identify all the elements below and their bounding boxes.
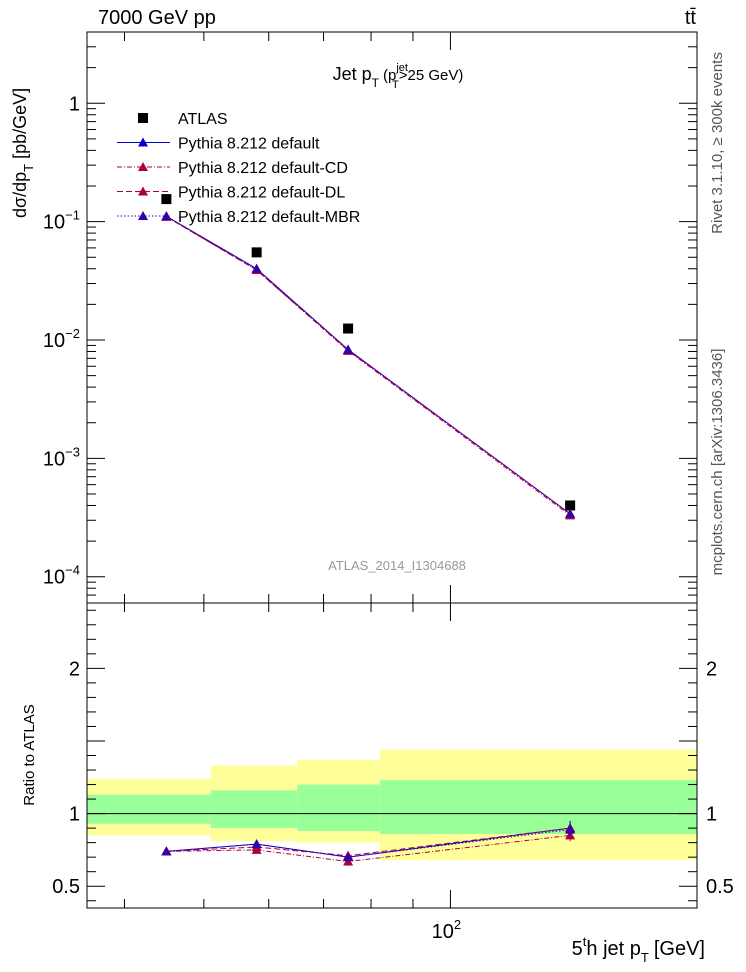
ratio-point-3-1 xyxy=(251,839,262,849)
legend-label-0: ATLAS xyxy=(178,111,228,128)
main-point-0-1 xyxy=(251,247,262,258)
ratio-point-3-3 xyxy=(565,824,576,834)
main-point-0-0 xyxy=(161,194,172,205)
main-point-0-3 xyxy=(565,500,576,511)
ratio-axes: 2 2 1 1 0.5 0.5 102 xyxy=(52,602,734,943)
main-axes: 1 10−1 10−2 10−3 10−4 xyxy=(43,31,698,604)
main-point-4-1 xyxy=(251,263,262,273)
x-axis-label: 5th jet pT [GeV] xyxy=(572,934,705,965)
reference-label: ATLAS_2014_I1304688 xyxy=(328,558,466,573)
x-tick-label-0: 102 xyxy=(432,917,461,943)
band-inner-1 xyxy=(210,790,298,829)
main-point-4-2 xyxy=(343,344,354,354)
main-y-tick-label-1: 10−1 xyxy=(43,208,80,234)
ratio-series-line-3 xyxy=(166,829,571,858)
legend-marker-1 xyxy=(138,137,148,147)
ratio-y-tick-label-left-2: 0.5 xyxy=(52,876,80,898)
band-inner-0 xyxy=(87,794,211,824)
rivet-label: Rivet 3.1.10, ≥ 300k events xyxy=(709,52,726,234)
band-inner-2 xyxy=(297,784,380,832)
ratio-y-tick-label-right-2: 0.5 xyxy=(706,876,734,898)
main-y-axis-label: dσ/dpT[pb/GeV] xyxy=(10,88,36,218)
main-point-0-2 xyxy=(343,323,354,334)
legend-label-2: Pythia 8.212 default-CD xyxy=(178,160,348,177)
main-y-tick-label-3: 10−3 xyxy=(43,444,80,470)
legend-marker-3 xyxy=(138,186,148,196)
legend-label-3: Pythia 8.212 default-DL xyxy=(178,185,345,202)
legend-marker-2 xyxy=(138,162,148,171)
ratio-y-tick-label-right-0: 2 xyxy=(706,658,717,680)
main-series-line-2 xyxy=(166,216,571,516)
uncertainty-bands xyxy=(87,749,697,861)
legend-marker-4 xyxy=(138,211,148,220)
main-y-tick-label-4: 10−4 xyxy=(43,563,80,589)
legend: ATLAS Pythia 8.212 default Pythia 8.212 de… xyxy=(117,111,360,226)
main-series-line-4 xyxy=(166,215,571,515)
band-inner-3 xyxy=(379,780,697,834)
legend-marker-0 xyxy=(138,113,148,123)
ratio-y-tick-label-left-0: 2 xyxy=(69,658,80,680)
mcplots-label: mcplots.cern.ch [arXiv:1306.3436] xyxy=(709,349,726,576)
ratio-point-3-0 xyxy=(161,846,172,856)
ratio-series-line-1 xyxy=(166,834,571,863)
ratio-series-group xyxy=(161,820,576,866)
header-right: tt̄ xyxy=(685,7,697,29)
header-left: 7000 GeV pp xyxy=(98,7,216,29)
main-y-tick-label-2: 10−2 xyxy=(43,326,80,352)
main-y-tick-label-0: 1 xyxy=(69,93,80,115)
ratio-point-3-2 xyxy=(343,852,354,862)
main-title: Jet pT (pjet T>25 GeV) xyxy=(333,62,464,91)
main-series-group xyxy=(161,194,576,520)
ratio-y-axis-label: Ratio to ATLAS xyxy=(21,704,38,805)
ratio-series-line-2 xyxy=(166,827,571,857)
ratio-y-tick-label-left-1: 1 xyxy=(69,804,80,826)
legend-label-4: Pythia 8.212 default-MBR xyxy=(178,209,360,226)
legend-label-1: Pythia 8.212 default xyxy=(178,136,320,153)
main-point-4-3 xyxy=(565,508,576,518)
ratio-y-tick-label-right-1: 1 xyxy=(706,804,717,826)
